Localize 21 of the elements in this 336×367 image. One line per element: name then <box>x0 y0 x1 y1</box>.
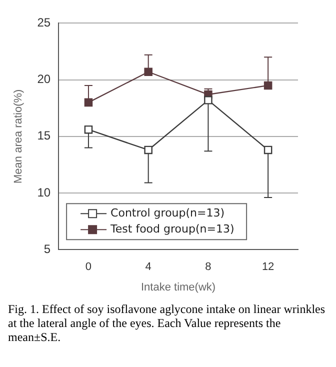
point <box>144 146 152 154</box>
legend-label: Control group(n=13) <box>110 206 225 220</box>
point <box>264 146 272 154</box>
point <box>264 81 272 90</box>
x-axis-title: Intake time(wk) <box>140 281 216 294</box>
legend-label: Test food group(n=13) <box>110 222 234 236</box>
point <box>204 96 212 104</box>
caption: Fig. 1. Effect of soy isoflavone aglycone intake on linear wrinkles at the lateral angle of the eyes. Each Value represents the mean±S.E. <box>8 302 326 344</box>
point <box>84 125 93 134</box>
x-tick-label: 4 <box>145 261 152 274</box>
point <box>144 68 152 76</box>
x-tick-label: 0 <box>85 261 92 274</box>
y-tick-label: 25 <box>37 16 51 30</box>
y-tick-label: 5 <box>44 242 51 256</box>
y-axis-title: Mean area ratio(%) <box>12 89 25 184</box>
x-tick-label: 12 <box>262 261 274 274</box>
y-tick-label: 15 <box>37 128 51 143</box>
point <box>84 98 93 107</box>
y-tick-label: 20 <box>37 72 51 86</box>
y-tick-label: 10 <box>37 185 51 200</box>
x-tick-label: 8 <box>205 261 212 274</box>
